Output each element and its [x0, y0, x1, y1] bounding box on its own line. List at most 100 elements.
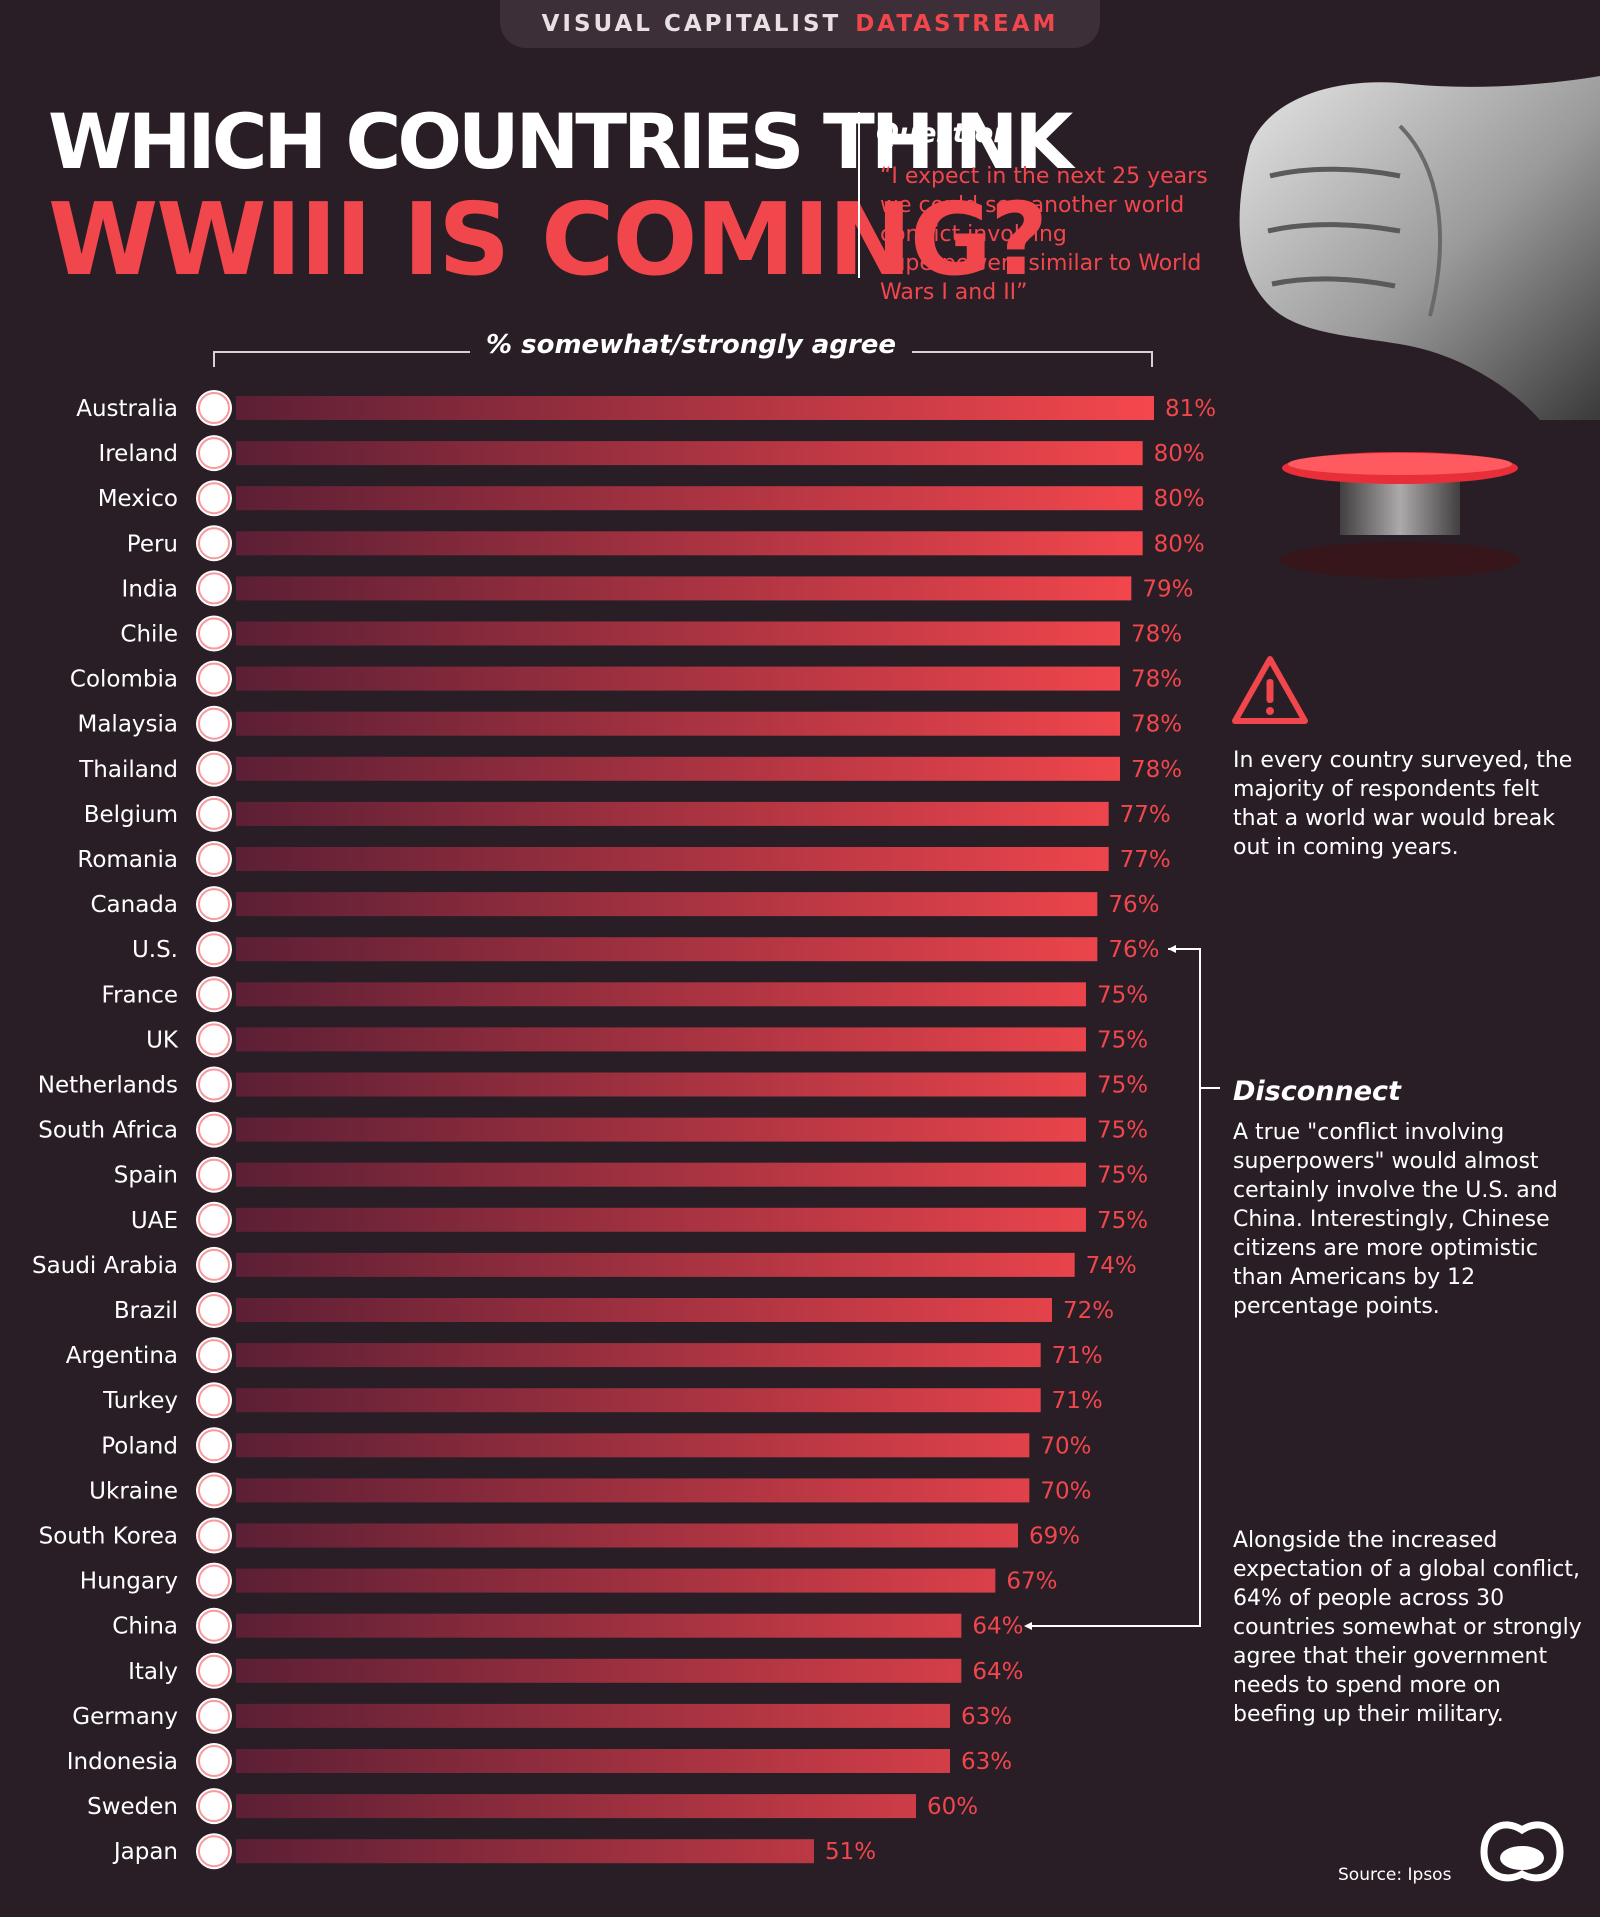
bar-canada	[236, 892, 1098, 917]
value-label: 76%	[1108, 937, 1159, 963]
country-label: Thailand	[78, 757, 178, 783]
value-label: 80%	[1154, 441, 1205, 467]
country-label: Poland	[101, 1433, 178, 1459]
flag-sweden-icon	[196, 1788, 232, 1825]
bar-italy	[236, 1658, 962, 1683]
flag-australia-icon	[196, 390, 232, 426]
country-label: Indonesia	[67, 1749, 178, 1775]
flag-ring	[198, 1068, 230, 1101]
visual-capitalist-logo-icon	[1480, 1821, 1564, 1882]
flag-thailand-icon	[196, 750, 232, 787]
bar-thailand	[236, 756, 1120, 781]
fist-illustration	[1239, 76, 1600, 420]
value-label: 72%	[1063, 1298, 1114, 1324]
country-label: Brazil	[114, 1298, 178, 1324]
note-disconnect: A true "conflict involving superpowers" …	[1233, 1120, 1558, 1319]
flag-ring	[198, 797, 230, 830]
flag-uae-icon	[196, 1201, 232, 1238]
country-label: Japan	[112, 1839, 178, 1865]
flag-ring	[198, 1564, 230, 1597]
value-label: 63%	[961, 1704, 1012, 1730]
flag-germany-icon	[196, 1697, 232, 1734]
flag-romania-icon	[196, 841, 232, 877]
flag-ukraine-icon	[196, 1472, 232, 1509]
bar-france	[236, 982, 1086, 1007]
bar-romania	[236, 847, 1109, 871]
country-label: Belgium	[84, 802, 178, 828]
flag-indonesia-icon	[196, 1743, 232, 1779]
country-label: UAE	[131, 1208, 178, 1234]
value-label: 70%	[1040, 1478, 1091, 1504]
value-label: 60%	[927, 1794, 978, 1820]
disconnect-heading: Disconnect	[1233, 1076, 1401, 1107]
flag-ring	[198, 1654, 230, 1687]
value-label: 63%	[961, 1749, 1012, 1775]
flag-canada-icon	[196, 886, 232, 923]
flag-japan-icon	[196, 1833, 232, 1870]
flag-ring	[198, 933, 230, 966]
flag-france-icon	[196, 976, 232, 1013]
bar-hungary	[236, 1568, 996, 1593]
value-label: 70%	[1040, 1433, 1091, 1459]
bar-japan	[236, 1839, 814, 1864]
country-label: Sweden	[87, 1794, 178, 1820]
flag-spain-icon	[196, 1156, 232, 1193]
value-label: 71%	[1052, 1343, 1103, 1369]
value-label: 75%	[1097, 982, 1148, 1008]
flag-belgium-icon	[196, 795, 232, 832]
value-label: 74%	[1086, 1253, 1137, 1279]
value-label: 75%	[1097, 1163, 1148, 1189]
flag-chile-icon	[196, 615, 232, 652]
value-label: 64%	[972, 1614, 1023, 1640]
flag-ring	[198, 1790, 230, 1823]
value-label: 78%	[1131, 622, 1182, 648]
flag-colombia-icon	[196, 660, 232, 697]
flag-ring	[198, 392, 230, 424]
country-label: Hungary	[80, 1569, 178, 1595]
flag-south-korea-icon	[196, 1517, 232, 1554]
country-label: Ukraine	[89, 1478, 178, 1504]
flag-ring	[198, 843, 230, 875]
flag-ring	[198, 1519, 230, 1552]
bar-ireland	[236, 441, 1143, 466]
flag-ring	[198, 437, 230, 470]
bar-uk	[236, 1027, 1086, 1052]
country-label: South Korea	[39, 1524, 178, 1550]
flag-ring	[198, 1113, 230, 1146]
bar-netherlands	[236, 1072, 1086, 1097]
country-label: Spain	[114, 1163, 178, 1189]
flag-ring	[198, 1384, 230, 1417]
flag-turkey-icon	[196, 1382, 232, 1419]
note-majority: In every country surveyed, the majority …	[1233, 748, 1573, 860]
flag-ring	[198, 1339, 230, 1372]
flag-ring	[198, 662, 230, 695]
country-label: South Africa	[38, 1118, 178, 1144]
bar-sweden	[236, 1794, 916, 1819]
flag-china-icon	[196, 1607, 232, 1644]
value-label: 75%	[1097, 1208, 1148, 1234]
country-label: Germany	[72, 1704, 178, 1730]
country-label: Argentina	[66, 1343, 178, 1369]
flag-ring	[198, 1609, 230, 1642]
flag-ring	[198, 978, 230, 1011]
brand-tab: VISUAL CAPITALIST DATASTREAM	[500, 0, 1100, 48]
bar-ukraine	[236, 1478, 1030, 1503]
bar-malaysia	[236, 711, 1120, 736]
flag-peru-icon	[196, 525, 232, 562]
flag-poland-icon	[196, 1427, 232, 1464]
value-label: 80%	[1154, 531, 1205, 557]
country-label: Romania	[77, 847, 178, 873]
flag-ring	[198, 888, 230, 921]
value-label: 80%	[1154, 486, 1205, 512]
flag-mexico-icon	[196, 480, 232, 517]
bar-mexico	[236, 486, 1143, 511]
flag-argentina-icon	[196, 1337, 232, 1374]
country-label: Netherlands	[38, 1073, 178, 1099]
flag-ring	[198, 1294, 230, 1326]
flag-ring	[198, 482, 230, 515]
brand-primary: VISUAL CAPITALIST	[541, 11, 842, 37]
value-label: 75%	[1097, 1073, 1148, 1099]
country-label: Mexico	[98, 486, 178, 512]
axis-label: % somewhat/strongly agree	[470, 330, 913, 360]
brand-secondary: DATASTREAM	[855, 11, 1059, 37]
